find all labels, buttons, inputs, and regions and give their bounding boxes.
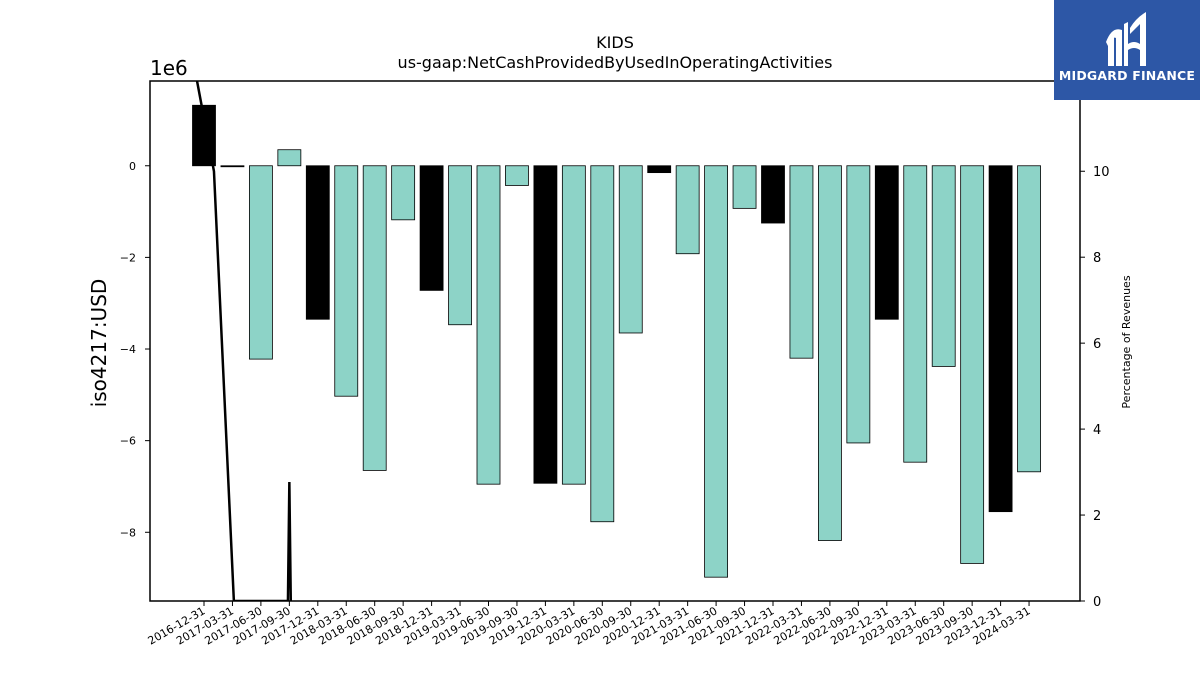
bar [505,165,529,186]
y2-axis-label: Percentage of Revenues [1120,275,1133,408]
chart-subtitle: us-gaap:NetCashProvidedByUsedInOperating… [398,53,833,72]
bar [618,165,643,334]
bar [220,165,245,168]
bar [960,165,985,564]
chart-title: KIDS [596,33,634,52]
midgard-finance-logo: MIDGARD FINANCE [1054,0,1200,100]
y2-tick-label: 8 [1093,251,1101,266]
bar [1017,165,1041,473]
bar [704,165,728,578]
percentage-line [195,81,293,601]
bar [789,165,814,359]
bar [732,165,757,209]
bar [419,165,444,291]
y-tick-label: −6 [120,435,136,448]
bar [675,165,700,255]
bar [988,165,1013,513]
bar [362,165,387,471]
bar [590,165,615,523]
y-tick-label: 0 [129,160,136,173]
bar [305,165,330,320]
y2-tick-label: 10 [1093,165,1110,180]
y2-tick-label: 4 [1093,423,1101,438]
bar [391,165,416,221]
bar [277,149,302,167]
bar [448,165,472,326]
bar [248,165,273,360]
y-tick-label: −2 [120,251,136,264]
y-tick-label: −8 [120,526,136,539]
bar [334,165,359,397]
bar [533,165,558,484]
bar [561,165,586,485]
logo-text: MIDGARD FINANCE [1058,68,1196,83]
bar [647,165,672,174]
bar [903,165,928,463]
midgard-logo-icon [1106,12,1146,66]
bar [818,165,842,541]
y2-tick-label: 2 [1093,509,1101,524]
bar [931,165,956,367]
plot-frame [149,80,1081,602]
y2-tick-label: 6 [1093,337,1101,352]
y-tick-label: −4 [120,343,136,356]
y2-tick-label: 0 [1093,595,1101,610]
bar [874,165,899,320]
y-axis-label: iso4217:USD [87,279,111,408]
y-offset-text: 1e6 [150,56,188,80]
bar [846,165,871,444]
bar [761,165,785,224]
bar [476,165,501,485]
